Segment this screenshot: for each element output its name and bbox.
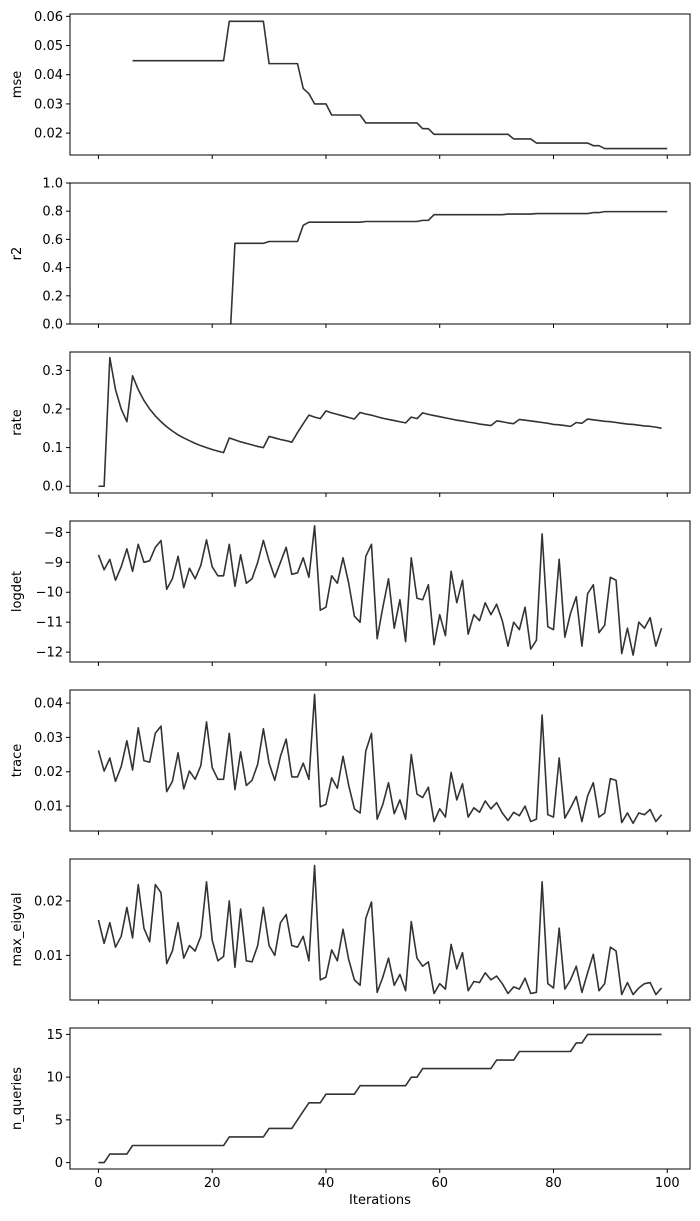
y-tick-label: 0.6 [42,233,63,248]
y-tick-label: 0.04 [34,697,63,712]
y-tick-label: 0.1 [42,441,63,456]
y-tick-label: −12 [36,646,63,661]
y-axis-label: max_eigval [10,893,25,967]
axes-frame [69,520,691,663]
y-tick-label: 0.0 [42,480,63,495]
y-tick-label: 0.02 [34,765,63,780]
y-tick-label: 10 [46,1071,63,1086]
y-tick-label: 1.0 [42,177,63,192]
series-line-max_eigval [97,864,663,996]
series-line-r2 [229,210,668,324]
y-axis-label: trace [10,744,25,778]
subplot-mse: 0.02 0.03 0.04 0.05 0.06 mse [10,10,691,159]
subplot-r2: 0.0 0.2 0.4 0.6 0.8 1.0 r2 [10,177,691,333]
y-tick-label: 0.06 [34,10,63,25]
y-tick-label: 0.04 [34,68,63,83]
x-tick-label: 20 [204,1176,221,1191]
axes-frame [69,1027,691,1170]
y-tick-label: 0.0 [42,318,63,333]
subplot-n_queries: 0 5 10 15 n_queries 0 20 40 60 80 100 Iterations [10,1027,691,1208]
y-tick-label: −11 [36,616,63,631]
series-line-logdet [97,524,663,656]
series-line-mse [132,20,668,150]
axes-frame [69,182,691,325]
y-tick-label: 5 [55,1113,63,1128]
x-tick-label: 40 [318,1176,335,1191]
x-tick-label: 0 [94,1176,102,1191]
y-axis-label: n_queries [10,1067,25,1130]
y-tick-label: −9 [44,556,63,571]
y-tick-label: 0.01 [34,800,63,815]
x-tick-label: 80 [545,1176,562,1191]
y-tick-label: 0.4 [42,261,63,276]
axes-frame [69,351,691,494]
y-tick-label: 0.02 [34,894,63,909]
y-tick-label: 0.05 [34,39,63,54]
y-tick-label: 0.03 [34,97,63,112]
x-tick-label: 100 [655,1176,680,1191]
y-axis-label: rate [10,409,25,435]
y-tick-label: 0.01 [34,949,63,964]
y-tick-label: −8 [44,526,63,541]
y-tick-label: 15 [46,1028,63,1043]
y-tick-label: −10 [36,586,63,601]
y-tick-label: 0.02 [34,127,63,142]
y-axis-label: r2 [10,247,25,261]
x-tick-label: 60 [431,1176,448,1191]
series-line-trace [97,693,663,825]
series-line-n_queries [98,1033,662,1164]
series-line-rate [98,356,662,488]
y-axis-label: logdet [10,571,25,612]
y-tick-label: 0.2 [42,289,63,304]
subplot-logdet: −12 −11 −10 −9 −8 logdet [10,520,691,666]
subplot-rate: 0.0 0.1 0.2 0.3 rate [10,351,691,497]
subplot-trace: 0.01 0.02 0.03 0.04 trace [10,689,691,835]
y-tick-label: 0.8 [42,205,63,220]
axes-frame [69,858,691,1001]
y-tick-label: 0.3 [42,364,63,379]
axes-frame [69,689,691,832]
y-axis-label: mse [10,71,25,98]
axes-frame [69,13,691,156]
x-axis-label: Iterations [349,1193,411,1208]
y-tick-label: 0.2 [42,402,63,417]
y-tick-label: 0.03 [34,731,63,746]
y-tick-label: 0 [55,1156,63,1171]
subplot-max_eigval: 0.01 0.02 max_eigval [10,858,691,1004]
